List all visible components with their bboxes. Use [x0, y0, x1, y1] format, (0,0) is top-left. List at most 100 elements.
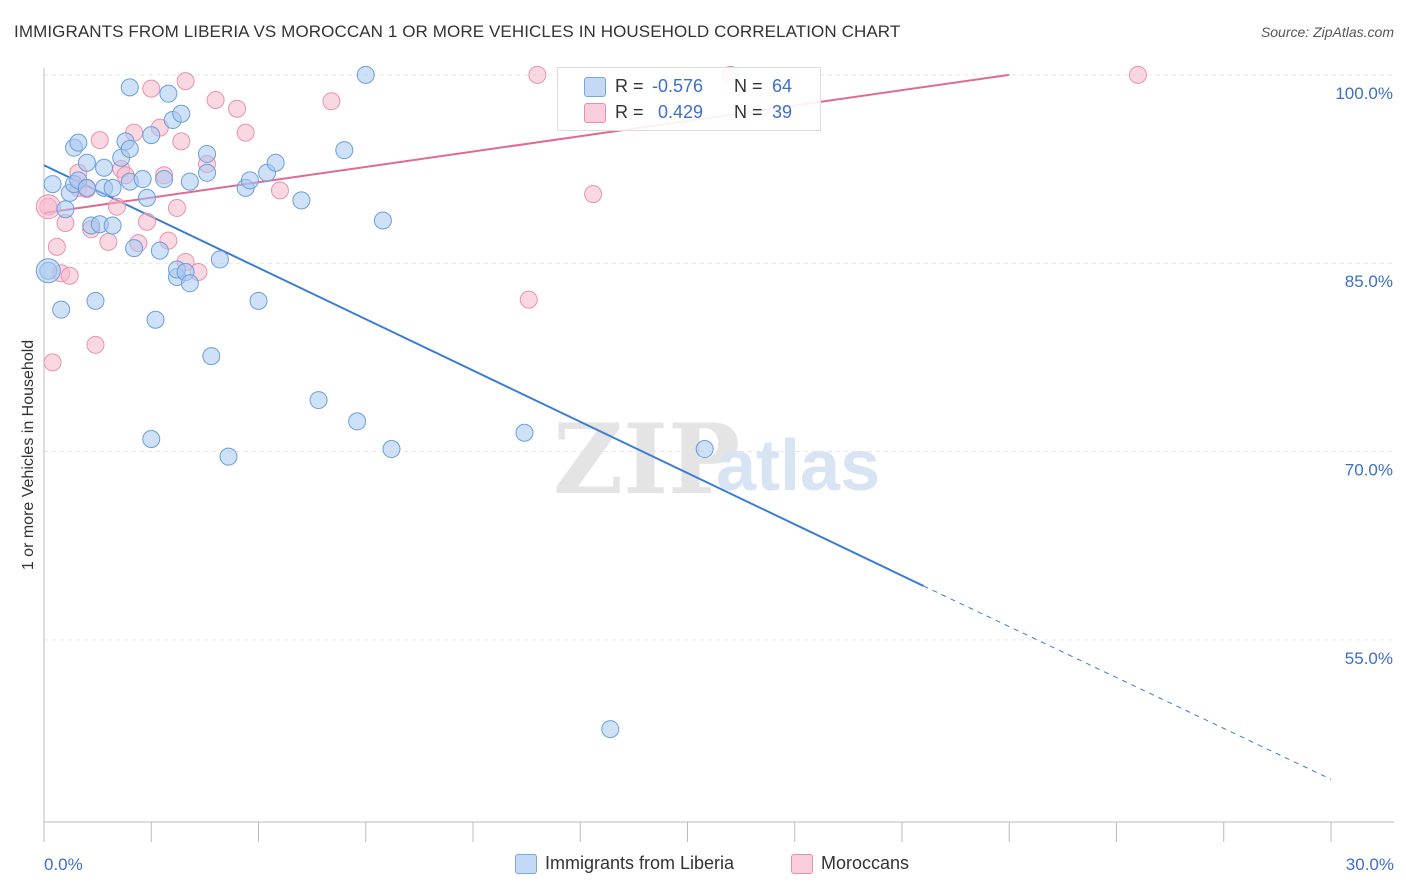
data-point-liberia	[172, 104, 191, 123]
data-point-liberia	[348, 412, 367, 431]
data-point-liberia	[155, 170, 174, 189]
data-point-moroccans	[137, 212, 156, 231]
x-ticks	[43, 822, 1332, 842]
data-point-liberia	[198, 144, 217, 163]
legend-r-value: -0.576	[652, 76, 704, 96]
data-point-liberia	[198, 163, 217, 182]
data-point-moroccans	[90, 131, 109, 150]
y-tick-label: 70.0%	[1345, 461, 1393, 480]
data-point-liberia	[695, 440, 714, 459]
data-point-liberia	[219, 447, 238, 466]
data-point-liberia	[210, 250, 229, 269]
data-point-moroccans	[60, 266, 79, 285]
data-point-moroccans	[86, 335, 105, 354]
data-point-liberia	[373, 211, 392, 230]
data-point-moroccans	[43, 353, 62, 372]
data-point-liberia	[202, 347, 221, 366]
data-point-moroccans	[35, 194, 61, 220]
gridlines	[44, 74, 1394, 641]
data-point-liberia	[43, 175, 62, 194]
data-point-liberia	[142, 126, 161, 145]
data-point-liberia	[137, 188, 156, 207]
data-point-moroccans	[1128, 65, 1147, 84]
bottom-legend-swatch-moroccans	[791, 854, 813, 874]
data-point-moroccans	[322, 92, 341, 111]
legend-n-label: N =	[734, 102, 763, 122]
data-point-liberia	[95, 158, 114, 177]
trend-line-liberia-extrapolated	[923, 585, 1332, 780]
x-tick-label-min: 0.0%	[44, 855, 83, 874]
data-point-liberia	[309, 391, 328, 410]
bottom-legend-moroccans: Moroccans	[791, 851, 951, 877]
data-point-liberia	[240, 171, 259, 190]
bottom-legend-label-moroccans: Moroccans	[821, 853, 910, 873]
data-point-moroccans	[99, 232, 118, 251]
data-point-moroccans	[142, 79, 161, 98]
data-point-liberia	[133, 170, 152, 189]
data-point-liberia	[125, 239, 144, 258]
data-point-moroccans	[206, 90, 225, 109]
data-point-liberia	[335, 141, 354, 160]
y-tick-label: 85.0%	[1345, 272, 1393, 291]
data-point-liberia	[180, 172, 199, 191]
legend-row-liberia: R = -0.576 N = 64	[558, 74, 820, 100]
chart-title: IMMIGRANTS FROM LIBERIA VS MOROCCAN 1 OR…	[14, 22, 901, 41]
data-point-liberia	[86, 291, 105, 310]
data-point-moroccans	[167, 198, 186, 217]
data-point-liberia	[292, 191, 311, 210]
legend-r-label: R =	[615, 76, 644, 96]
data-point-moroccans	[107, 197, 126, 216]
y-tick-label: 100.0%	[1335, 84, 1393, 103]
data-point-moroccans	[176, 72, 195, 91]
trend-line-moroccans	[43, 73, 1010, 214]
bottom-legend-swatch-liberia	[515, 854, 537, 874]
data-point-liberia	[103, 178, 122, 197]
legend-r-label: R =	[615, 102, 644, 122]
y-tick-label: 55.0%	[1345, 649, 1393, 668]
series-liberia	[35, 65, 714, 739]
y-axis-label: 1 or more Vehicles in Household	[20, 340, 37, 570]
legend-r-value: 0.429	[658, 102, 704, 122]
data-point-moroccans	[528, 65, 547, 84]
watermark-zip: ZIP	[553, 403, 740, 516]
data-point-liberia	[56, 200, 75, 219]
axes	[43, 68, 1394, 823]
data-point-liberia	[77, 153, 96, 172]
legend-row-moroccans: R = 0.429 N = 39	[558, 100, 820, 126]
data-point-liberia	[103, 216, 122, 235]
data-point-liberia	[52, 300, 71, 319]
data-point-liberia	[382, 440, 401, 459]
data-point-moroccans	[47, 237, 66, 256]
watermark: ZIP atlas	[553, 403, 880, 516]
trend-line-liberia	[43, 164, 924, 587]
data-point-liberia	[120, 78, 139, 97]
data-point-liberia	[266, 153, 285, 172]
bottom-legend-liberia: Immigrants from Liberia	[515, 851, 775, 877]
correlation-legend: R = -0.576 N = 64 R = 0.429 N = 39	[557, 67, 821, 131]
data-point-liberia	[146, 310, 165, 329]
data-point-liberia	[120, 139, 139, 158]
data-point-liberia	[77, 178, 96, 197]
data-point-liberia	[35, 258, 61, 284]
data-point-moroccans	[172, 132, 191, 151]
trend-lines	[43, 73, 1332, 780]
legend-n-value: 64	[772, 76, 793, 96]
data-point-liberia	[150, 241, 169, 260]
data-point-liberia	[142, 430, 161, 448]
legend-swatch-moroccans	[584, 103, 606, 123]
legend-swatch-liberia	[584, 77, 606, 97]
data-point-moroccans	[519, 290, 538, 309]
x-tick-label-max: 30.0%	[1346, 855, 1394, 874]
series-moroccans	[35, 65, 1147, 372]
source-label: Source: ZipAtlas.com	[1260, 24, 1394, 40]
data-point-moroccans	[228, 99, 247, 118]
watermark-atlas: atlas	[716, 426, 880, 506]
legend-n-label: N =	[734, 76, 763, 96]
bottom-legend-label-liberia: Immigrants from Liberia	[545, 853, 735, 873]
legend-n-value: 39	[772, 102, 793, 122]
data-point-liberia	[515, 423, 534, 442]
data-point-moroccans	[236, 123, 255, 142]
data-point-liberia	[69, 133, 88, 152]
data-point-liberia	[159, 84, 178, 103]
